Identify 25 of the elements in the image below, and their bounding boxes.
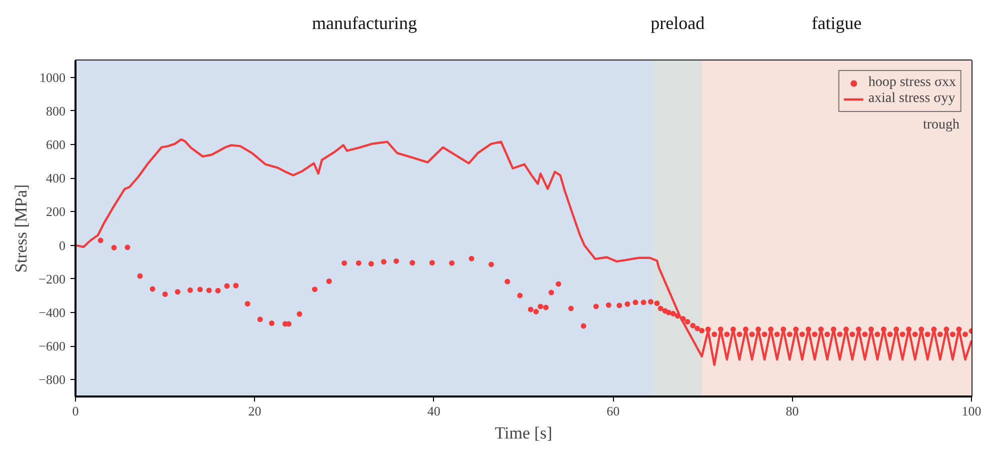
legend-label: hoop stress σxx bbox=[868, 75, 956, 91]
x-tick-label: 80 bbox=[786, 404, 799, 418]
y-tick-label: −400 bbox=[38, 305, 66, 320]
y-axis-title: Stress [MPa] bbox=[12, 184, 31, 273]
annotation: trough bbox=[922, 118, 960, 132]
y-tick-label: 600 bbox=[46, 137, 66, 152]
y-tick-label: −600 bbox=[38, 338, 66, 354]
x-axis-title: Time [s] bbox=[494, 424, 552, 442]
legend-label: axial stress σyy bbox=[868, 91, 956, 107]
band-label: manufacturing bbox=[312, 13, 417, 33]
x-tick-label: 0 bbox=[72, 404, 79, 418]
band-label: preload bbox=[650, 13, 705, 33]
y-tick-label: 800 bbox=[46, 103, 66, 118]
x-tick-label: 40 bbox=[427, 404, 440, 418]
y-tick-label: 0 bbox=[59, 238, 66, 253]
y-tick-label: −800 bbox=[38, 372, 66, 388]
x-tick-label: 20 bbox=[248, 404, 262, 418]
y-tick-label: 200 bbox=[46, 204, 66, 220]
x-tick-label: 60 bbox=[606, 404, 620, 418]
x-tick-label: 100 bbox=[962, 404, 982, 418]
y-tick-label: −200 bbox=[38, 271, 66, 286]
band-label: fatigue bbox=[812, 13, 862, 33]
line-series bbox=[76, 138, 972, 366]
y-tick-label: 1000 bbox=[40, 70, 66, 85]
y-tick-label: 400 bbox=[46, 170, 66, 186]
